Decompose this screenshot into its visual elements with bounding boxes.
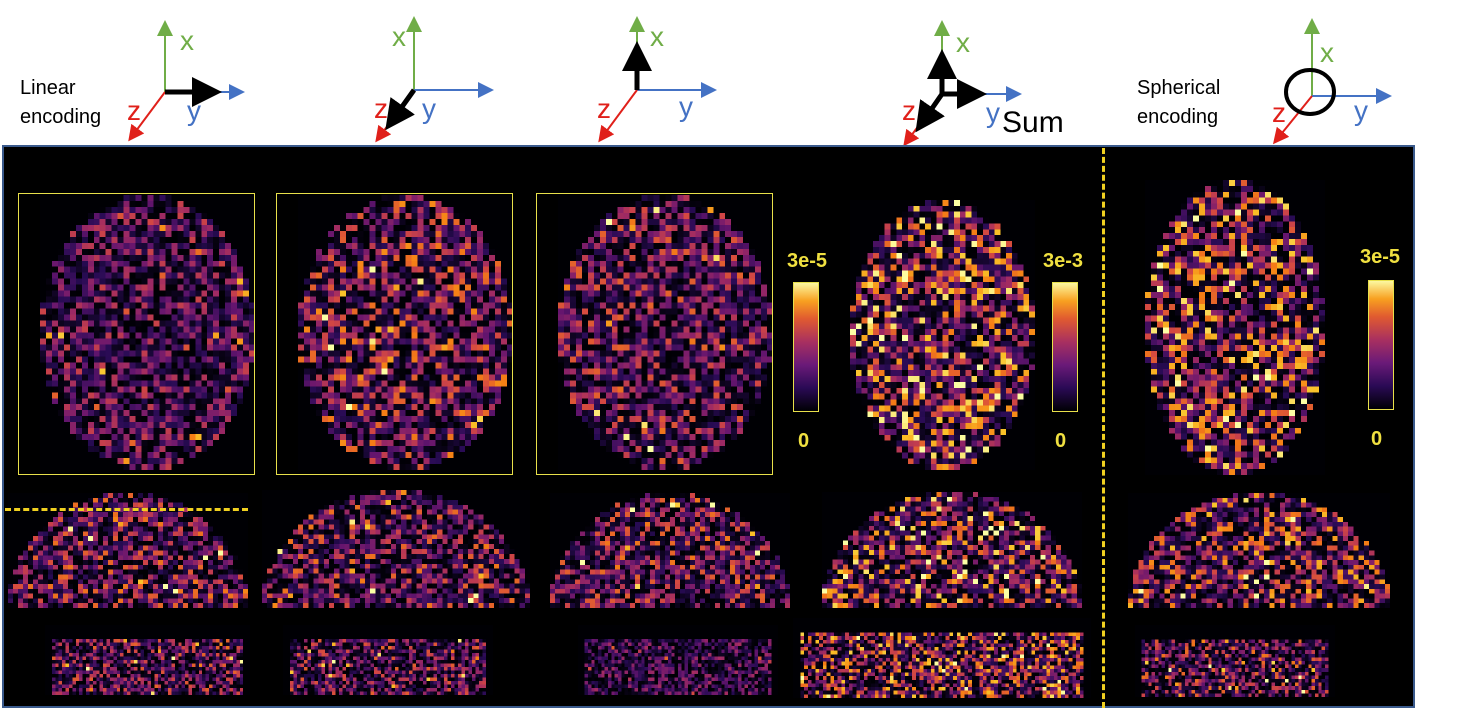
x-axis-label: x bbox=[956, 27, 970, 58]
y-axis-label: y bbox=[679, 91, 693, 122]
y-axis-label: y bbox=[187, 95, 201, 126]
coronal-map-z-encoding bbox=[262, 490, 530, 608]
sagittal-map-spherical bbox=[1135, 625, 1335, 697]
colorbar-linear bbox=[793, 282, 819, 412]
axis-triad-spherical: x y z bbox=[1272, 18, 1392, 145]
y-axis-label: y bbox=[1354, 95, 1368, 126]
roi-box bbox=[536, 193, 773, 475]
axis-triad-x-encoding: x y z bbox=[597, 16, 717, 143]
separator-dashed-vertical bbox=[1102, 148, 1105, 708]
roi-box bbox=[18, 193, 255, 475]
z-axis-label: z bbox=[127, 95, 141, 126]
sagittal-map-x-encoding bbox=[578, 625, 778, 695]
z-axis-label: z bbox=[597, 93, 611, 124]
axis-triad-z-encoding: x y z bbox=[374, 16, 494, 143]
colorbar-max-label: 3e-5 bbox=[1360, 246, 1401, 268]
axial-map-z-encoding bbox=[298, 195, 513, 470]
coronal-map-x-encoding bbox=[550, 493, 790, 608]
sagittal-map-sum bbox=[793, 618, 1091, 698]
sphere-circle-icon bbox=[1284, 68, 1336, 116]
slice-position-dashed-line bbox=[5, 508, 248, 511]
x-axis-label: x bbox=[392, 21, 406, 52]
coronal-map-y-encoding bbox=[8, 493, 248, 608]
axial-map-sum bbox=[850, 200, 1035, 470]
axis-triad-sum: x y z bbox=[902, 20, 1022, 147]
x-axis-label: x bbox=[1320, 37, 1334, 68]
z-axis-label: z bbox=[902, 95, 916, 126]
linear-encoding-label-line2: encoding bbox=[20, 106, 102, 128]
coronal-map-spherical bbox=[1128, 493, 1390, 608]
axial-map-x-encoding bbox=[558, 195, 773, 470]
colorbar-min-label: 0 bbox=[1371, 428, 1383, 450]
z-axis-label: z bbox=[1272, 97, 1286, 128]
axial-map-y-encoding bbox=[40, 195, 255, 470]
z-axis-label: z bbox=[374, 93, 388, 124]
colorbar-max-label: 3e-3 bbox=[1043, 250, 1084, 272]
axial-map-spherical bbox=[1145, 180, 1325, 475]
colorbar-max-label: 3e-5 bbox=[787, 250, 828, 272]
sum-label: Sum bbox=[1002, 106, 1064, 139]
spherical-encoding-label-line2: encoding bbox=[1137, 106, 1219, 128]
colorbar-min-label: 0 bbox=[1055, 430, 1067, 452]
sagittal-map-y-encoding bbox=[45, 625, 250, 695]
roi-box bbox=[276, 193, 513, 475]
colorbar-min-label: 0 bbox=[798, 430, 810, 452]
axis-triad-y-encoding: x y z bbox=[127, 20, 245, 142]
coronal-map-sum bbox=[822, 492, 1082, 608]
linear-encoding-label-line1: Linear bbox=[20, 77, 76, 99]
colorbar-spherical bbox=[1368, 280, 1394, 410]
x-axis-label: x bbox=[650, 21, 664, 52]
x-axis-label: x bbox=[180, 25, 194, 56]
sagittal-map-z-encoding bbox=[283, 625, 493, 695]
y-axis-label: y bbox=[986, 97, 1000, 128]
y-axis-label: y bbox=[422, 93, 436, 124]
spherical-encoding-label-line1: Spherical bbox=[1137, 77, 1221, 99]
colorbar-sum bbox=[1052, 282, 1078, 412]
